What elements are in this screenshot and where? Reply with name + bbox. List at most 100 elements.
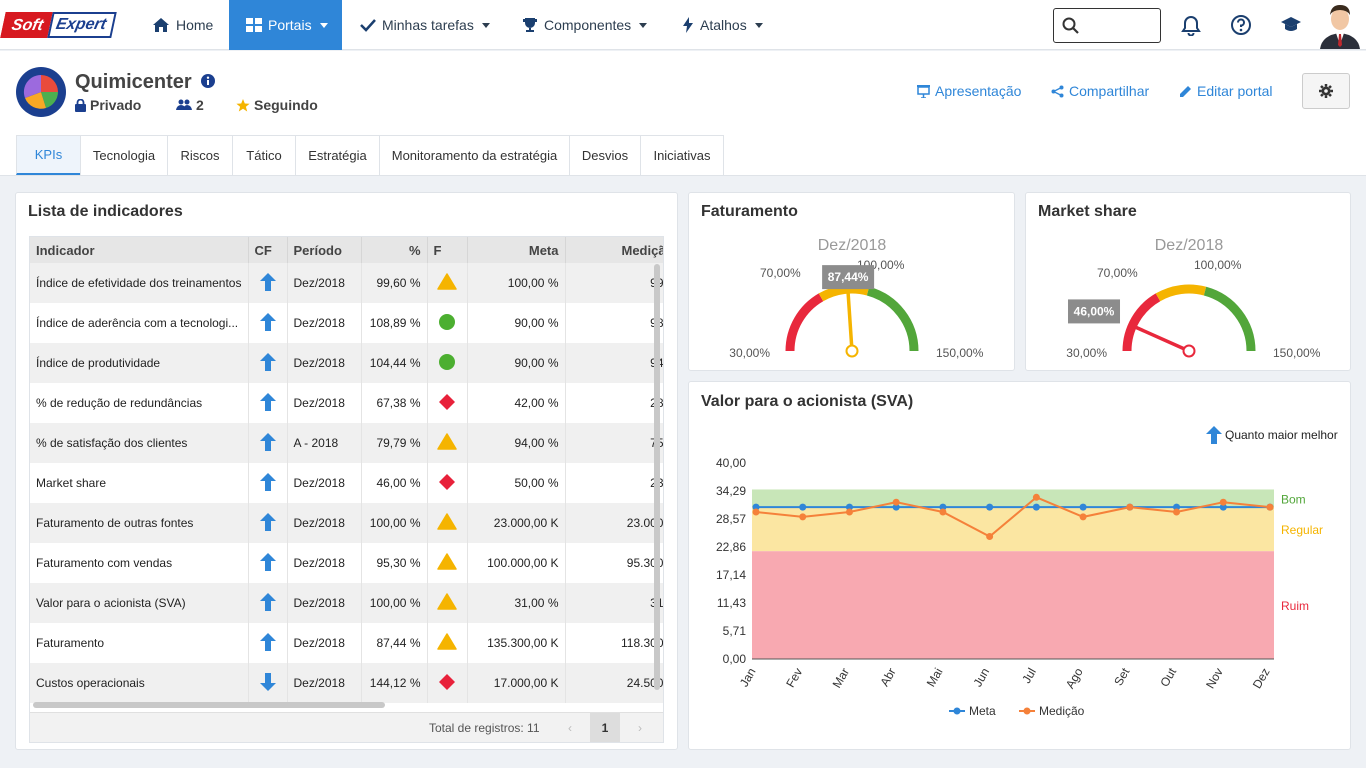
data-point[interactable] <box>1173 503 1181 511</box>
tab-riscos[interactable]: Riscos <box>167 135 233 175</box>
medicao-cell: 24.500,0 <box>565 663 663 703</box>
percent-cell: 108,89 % <box>361 303 428 343</box>
status-cell <box>427 343 468 383</box>
table-row[interactable]: % de redução de redundâncias Dez/2018 67,3… <box>30 383 663 423</box>
bell-icon[interactable] <box>1180 14 1202 36</box>
data-point[interactable] <box>1079 513 1087 521</box>
share-link[interactable]: Compartilhar <box>1051 83 1149 99</box>
gauge-period: Dez/2018 <box>1155 237 1224 254</box>
table-row[interactable]: Índice de efetividade dos treinamentos De… <box>30 263 663 303</box>
nav-componentes[interactable]: Componentes <box>522 0 648 50</box>
data-point[interactable] <box>845 503 853 511</box>
user-avatar[interactable] <box>1318 1 1362 49</box>
legend-label[interactable]: Meta <box>969 704 996 718</box>
status-red-diamond-icon <box>439 393 455 410</box>
table-row[interactable]: Índice de produtividade Dez/2018 104,44 % 9… <box>30 343 663 383</box>
prev-page-button[interactable]: ‹ <box>568 720 572 735</box>
presentation-link[interactable]: Apresentação <box>917 83 1021 99</box>
gauge-needle <box>1134 325 1191 353</box>
data-point[interactable] <box>752 503 760 511</box>
column-header[interactable]: Medição <box>565 237 663 263</box>
column-header[interactable]: F <box>427 237 468 263</box>
x-tick-label: Jul <box>1019 666 1039 686</box>
table-row[interactable]: Faturamento com vendas Dez/2018 95,30 % 100… <box>30 543 663 583</box>
data-point[interactable] <box>1219 503 1227 511</box>
sva-line-chart: Bom Regular Ruim 40,00 34,29 28,57 22,86 17,14 1… <box>716 456 1323 718</box>
data-point[interactable] <box>1219 498 1227 506</box>
market-share-gauge: Dez/2018 30,00% 150,00% 70,00% 100,00% 46,00% <box>1066 237 1320 360</box>
tab-kpis[interactable]: KPIs <box>16 135 81 175</box>
data-point[interactable] <box>1173 508 1181 516</box>
table-row[interactable]: Faturamento de outras fontes Dez/2018 100,… <box>30 503 663 543</box>
percent-cell: 87,44 % <box>361 623 428 663</box>
tab-desvios[interactable]: Desvios <box>569 135 641 175</box>
tab-estrategia[interactable]: Estratégia <box>295 135 380 175</box>
table-row[interactable]: Faturamento Dez/2018 87,44 % 135.300,00 K 11… <box>30 623 663 663</box>
tab-tatico[interactable]: Tático <box>232 135 296 175</box>
data-point[interactable] <box>799 503 807 511</box>
column-header[interactable]: Meta <box>467 237 566 263</box>
x-tick-label: Jun <box>970 666 992 690</box>
next-page-button[interactable]: › <box>638 720 642 735</box>
period-cell: Dez/2018 <box>287 623 362 663</box>
y-tick-label: 11,43 <box>717 596 746 610</box>
table-row[interactable]: % de satisfação dos clientes A - 2018 79,7… <box>30 423 663 463</box>
data-point[interactable] <box>939 503 947 511</box>
nav-portais[interactable]: Portais <box>229 0 342 50</box>
arrow-down-icon <box>259 672 276 691</box>
column-header[interactable]: % <box>361 237 428 263</box>
following-status[interactable]: Seguindo <box>236 97 318 113</box>
nav-atalhos[interactable]: Atalhos <box>682 0 763 50</box>
settings-button[interactable] <box>1302 73 1350 109</box>
page-number-button[interactable]: 1 <box>590 713 620 742</box>
members-label: 2 <box>196 97 204 113</box>
graduation-cap-icon[interactable] <box>1280 14 1302 36</box>
nav-tarefas-label: Minhas tarefas <box>382 17 474 33</box>
data-point[interactable] <box>892 498 900 506</box>
status-yellow-triangle-icon <box>437 633 457 650</box>
legend-label[interactable]: Medição <box>1039 704 1085 718</box>
data-point[interactable] <box>1032 493 1040 501</box>
column-header[interactable]: Período <box>287 237 362 263</box>
softexpert-logo[interactable]: Soft Expert <box>0 12 117 38</box>
percent-cell: 79,79 % <box>361 423 428 463</box>
data-point[interactable] <box>752 508 760 516</box>
period-cell: Dez/2018 <box>287 463 362 503</box>
nav-minhas-tarefas[interactable]: Minhas tarefas <box>360 0 490 50</box>
column-header[interactable]: CF <box>248 237 288 263</box>
help-icon[interactable] <box>1230 14 1252 36</box>
logo-part-expert: Expert <box>47 12 117 38</box>
info-icon[interactable] <box>201 74 216 88</box>
data-point[interactable] <box>1126 503 1134 511</box>
meta-cell: 100,00 % <box>467 263 566 303</box>
data-point[interactable] <box>845 508 853 516</box>
data-point[interactable] <box>939 508 947 516</box>
indicator-name: % de satisfação dos clientes <box>30 423 249 463</box>
x-tick-label: Fev <box>783 666 805 690</box>
search-input[interactable] <box>1053 8 1161 43</box>
data-point[interactable] <box>1079 503 1087 511</box>
vertical-scrollbar[interactable] <box>654 264 660 690</box>
data-point[interactable] <box>986 533 994 540</box>
members-count[interactable]: 2 <box>176 97 204 113</box>
horizontal-scrollbar[interactable] <box>33 702 385 708</box>
data-point[interactable] <box>1266 503 1274 511</box>
arrow-up-icon <box>1206 426 1222 444</box>
nav-home[interactable]: Home <box>152 0 222 50</box>
column-header[interactable]: Indicador <box>30 237 249 263</box>
data-point[interactable] <box>892 503 900 511</box>
tab-iniciativas[interactable]: Iniciativas <box>640 135 724 175</box>
data-point[interactable] <box>799 513 807 521</box>
table-row[interactable]: Valor para o acionista (SVA) Dez/2018 100,… <box>30 583 663 623</box>
edit-portal-link[interactable]: Editar portal <box>1179 83 1272 99</box>
tab-label: Iniciativas <box>653 148 711 163</box>
data-point[interactable] <box>1032 503 1040 511</box>
table-row[interactable]: Custos operacionais Dez/2018 144,12 % 17.00… <box>30 663 663 703</box>
tab-monitoramento[interactable]: Monitoramento da estratégia <box>379 135 570 175</box>
tab-tecnologia[interactable]: Tecnologia <box>80 135 168 175</box>
table-row[interactable]: Índice de aderência com a tecnologi... De… <box>30 303 663 343</box>
data-point[interactable] <box>986 503 994 511</box>
